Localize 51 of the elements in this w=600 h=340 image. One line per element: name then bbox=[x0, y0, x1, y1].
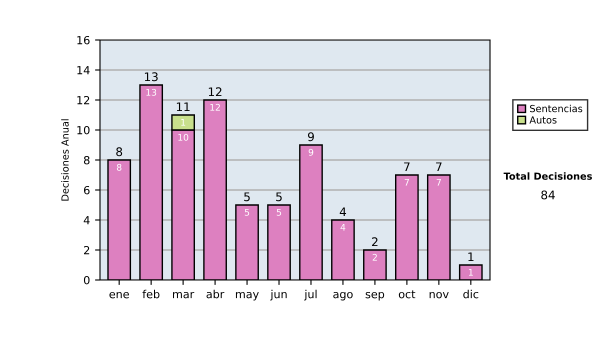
y-tick-label: 4 bbox=[84, 216, 90, 224]
data-label: 7 bbox=[436, 179, 441, 186]
y-tick-label: 2 bbox=[84, 246, 90, 254]
total-label: 1 bbox=[468, 252, 474, 262]
x-tick-label: nov bbox=[430, 292, 449, 298]
total-label: 7 bbox=[404, 162, 410, 172]
x-tick-label: oct bbox=[398, 290, 416, 298]
text: Total Decisiones bbox=[504, 172, 592, 180]
data-label: 9 bbox=[308, 148, 314, 156]
legend-label: Autos bbox=[529, 116, 557, 124]
total-label: 11 bbox=[176, 102, 190, 112]
total-label: 12 bbox=[208, 87, 222, 96]
x-tick-label: may bbox=[236, 292, 259, 300]
total-label: 8 bbox=[116, 147, 122, 156]
data-label: 12 bbox=[210, 104, 220, 111]
total-label: 2 bbox=[372, 237, 378, 246]
y-tick-label: 14 bbox=[77, 66, 90, 74]
y-tick-label: 8 bbox=[84, 156, 90, 164]
data-label: 5 bbox=[244, 209, 250, 216]
data-label: 5 bbox=[276, 209, 282, 216]
legend-label: Sentencias bbox=[530, 104, 582, 112]
y-tick-label: 16 bbox=[77, 36, 90, 44]
data-label: 8 bbox=[116, 164, 122, 171]
x-tick-label: sep bbox=[366, 292, 384, 300]
x-tick-label: dic bbox=[463, 290, 478, 298]
x-tick-label: jun bbox=[270, 290, 287, 300]
data-label: 4 bbox=[340, 224, 346, 231]
data-label: 1 bbox=[181, 119, 186, 126]
x-tick-label: ene bbox=[109, 292, 129, 298]
total-label: 7 bbox=[436, 162, 442, 172]
x-tick-label: ago bbox=[333, 292, 353, 300]
total-label: 5 bbox=[276, 192, 282, 202]
total-label: 4 bbox=[340, 207, 346, 216]
x-tick-label: abr bbox=[206, 290, 224, 298]
data-label: 7 bbox=[404, 179, 409, 186]
total-label: 13 bbox=[144, 72, 158, 82]
x-tick-label: mar bbox=[173, 292, 194, 298]
x-tick-label: jul bbox=[304, 290, 317, 300]
y-tick-label: 10 bbox=[77, 126, 90, 134]
total-label: 9 bbox=[308, 132, 314, 142]
total-label: 5 bbox=[244, 192, 250, 202]
y-tick-label: 0 bbox=[84, 276, 90, 284]
data-label: 2 bbox=[372, 254, 377, 261]
y-tick-label: 6 bbox=[84, 186, 90, 194]
data-label: 10 bbox=[178, 134, 188, 141]
y-tick-label: 12 bbox=[77, 96, 90, 104]
x-tick-label: feb bbox=[142, 290, 160, 298]
data-label: 13 bbox=[146, 88, 156, 96]
text: 84 bbox=[541, 190, 555, 200]
y-axis-title: Decisiones Anual bbox=[61, 119, 69, 201]
data-label: 1 bbox=[468, 269, 473, 276]
